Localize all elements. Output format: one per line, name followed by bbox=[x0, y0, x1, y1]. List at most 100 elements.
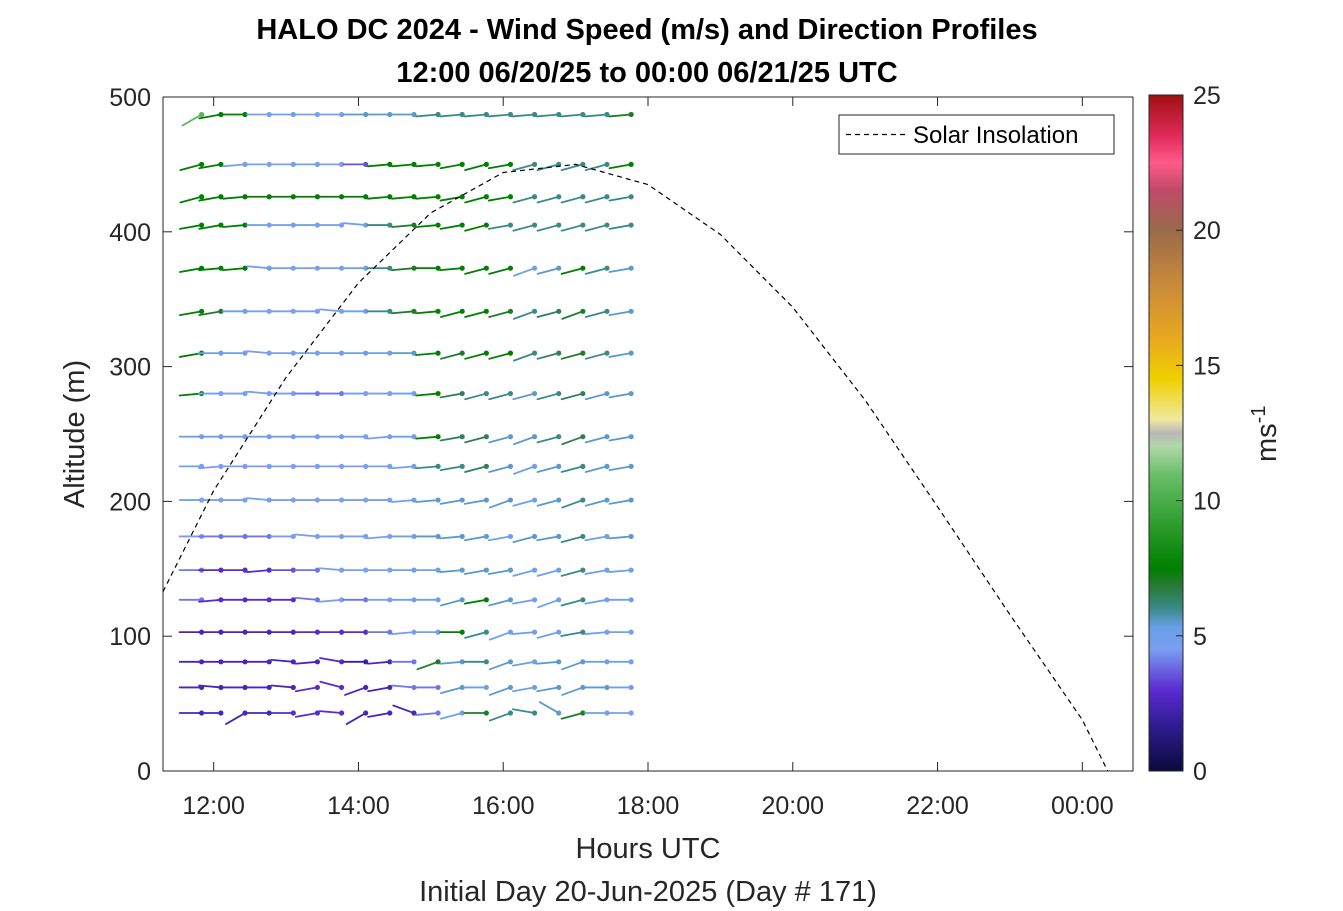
wind-barb-shaft bbox=[584, 569, 608, 575]
wind-barb-dot bbox=[218, 710, 224, 716]
wind-barb-shaft bbox=[584, 352, 608, 360]
wind-barb-shaft bbox=[512, 535, 536, 544]
wind-barb-shaft bbox=[415, 392, 439, 397]
y-tick-label: 200 bbox=[109, 488, 151, 516]
x-axis-label-secondary: Initial Day 20-Jun-2025 (Day # 171) bbox=[419, 876, 877, 908]
wind-barb-shaft bbox=[560, 465, 584, 473]
wind-barb bbox=[342, 222, 369, 228]
wind-barb bbox=[391, 659, 417, 665]
wind-barb-dot bbox=[411, 533, 417, 540]
wind-barb-shaft bbox=[512, 708, 536, 714]
wind-barb-shaft bbox=[439, 163, 464, 170]
wind-barb-dot bbox=[507, 684, 514, 691]
wind-barb bbox=[561, 497, 586, 509]
wind-barb bbox=[608, 265, 634, 273]
wind-barb-dot bbox=[387, 597, 393, 603]
wind-barb-dot bbox=[483, 710, 489, 716]
wind-barb bbox=[366, 567, 393, 573]
wind-barb bbox=[439, 111, 465, 118]
wind-barb bbox=[463, 597, 489, 605]
wind-barb-dot bbox=[266, 629, 272, 635]
wind-barb-dot bbox=[338, 434, 345, 440]
wind-barb bbox=[512, 161, 538, 171]
wind-barb-dot bbox=[531, 194, 538, 200]
wind-barb-shaft bbox=[560, 392, 584, 401]
wind-barb bbox=[366, 350, 393, 356]
wind-barb-dot bbox=[483, 659, 489, 665]
wind-barb-shaft bbox=[536, 224, 560, 232]
wind-barb-shaft bbox=[246, 497, 271, 501]
wind-barb-dot bbox=[290, 497, 296, 503]
wind-barb-dot bbox=[628, 350, 634, 356]
wind-barb-dot bbox=[314, 265, 321, 271]
wind-barb-dot bbox=[266, 659, 272, 665]
wind-barb bbox=[366, 597, 393, 603]
wind-barb bbox=[608, 533, 634, 540]
wind-barb-shaft bbox=[560, 267, 584, 275]
wind-barb-shaft bbox=[464, 267, 488, 275]
wind-barb-dot bbox=[556, 597, 562, 603]
wind-barb bbox=[294, 111, 321, 118]
wind-barb bbox=[464, 308, 489, 318]
wind-barb-shaft bbox=[439, 465, 464, 472]
wind-barb-dot bbox=[363, 463, 369, 469]
wind-barb bbox=[608, 710, 634, 716]
wind-barb-dot bbox=[556, 434, 562, 440]
wind-barb bbox=[608, 434, 634, 442]
wind-barb-dot bbox=[363, 597, 369, 603]
wind-barb-dot bbox=[531, 222, 538, 228]
wind-barb bbox=[487, 222, 514, 230]
wind-barb-dot bbox=[435, 222, 441, 228]
wind-barb-dot bbox=[218, 597, 224, 603]
wind-barb bbox=[294, 684, 321, 693]
wind-barb bbox=[439, 222, 465, 230]
wind-barb-dot bbox=[628, 265, 634, 271]
wind-barb-dot bbox=[435, 350, 441, 356]
wind-barb bbox=[584, 659, 610, 665]
wind-barb-dot bbox=[266, 684, 272, 691]
wind-barb-dot bbox=[556, 390, 562, 397]
wind-barb bbox=[318, 597, 345, 603]
wind-barb-dot bbox=[198, 111, 205, 118]
wind-barb-shaft bbox=[415, 224, 439, 228]
wind-barb-dot bbox=[242, 308, 248, 314]
wind-barb bbox=[246, 350, 272, 356]
wind-barb-dot bbox=[266, 463, 272, 469]
wind-barb-dot bbox=[483, 684, 489, 691]
colorbar-tick-label: 0 bbox=[1193, 758, 1207, 786]
wind-barb bbox=[225, 710, 248, 725]
wind-barb-shaft bbox=[536, 352, 560, 360]
wind-barb-shaft bbox=[512, 660, 536, 667]
wind-barb-dot bbox=[531, 629, 538, 635]
wind-barb-dot bbox=[459, 390, 465, 397]
wind-barb-dot bbox=[266, 194, 272, 200]
wind-barb-dot bbox=[387, 390, 393, 397]
wind-barb-dot bbox=[604, 497, 610, 503]
wind-barb-shaft bbox=[294, 533, 319, 538]
colorbar-scale bbox=[1148, 94, 1184, 772]
wind-barb bbox=[342, 265, 369, 271]
wind-barb-shaft bbox=[511, 631, 536, 635]
wind-barb bbox=[415, 111, 441, 118]
wind-barb-shaft bbox=[439, 535, 464, 540]
wind-barb-dot bbox=[604, 463, 610, 469]
wind-barb-shaft bbox=[561, 499, 584, 509]
wind-barb-dot bbox=[580, 710, 586, 716]
wind-barb bbox=[608, 463, 634, 472]
wind-barb bbox=[440, 710, 465, 720]
wind-barb-dot bbox=[314, 350, 321, 356]
wind-barb bbox=[512, 659, 538, 667]
wind-barb-shaft bbox=[537, 598, 560, 609]
wind-barb-shaft bbox=[560, 712, 584, 720]
wind-barb bbox=[179, 194, 205, 204]
wind-barb-dot bbox=[338, 684, 345, 691]
wind-barb-dot bbox=[459, 497, 465, 503]
wind-barb bbox=[366, 111, 393, 118]
wind-barb bbox=[222, 659, 248, 665]
wind-barb bbox=[246, 161, 272, 167]
wind-barb-dot bbox=[387, 710, 393, 716]
wind-barb-dot bbox=[628, 629, 634, 635]
wind-barb bbox=[246, 265, 272, 271]
wind-barb bbox=[294, 710, 321, 718]
wind-barb-dot bbox=[580, 390, 586, 397]
